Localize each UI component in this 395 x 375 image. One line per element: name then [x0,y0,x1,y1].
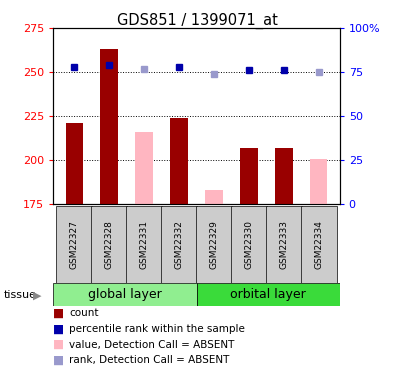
Text: percentile rank within the sample: percentile rank within the sample [69,324,245,334]
Text: GDS851 / 1399071_at: GDS851 / 1399071_at [117,13,278,29]
Text: GSM22327: GSM22327 [70,220,79,269]
Bar [53,283,197,306]
Text: ■: ■ [53,322,64,335]
Text: GSM22332: GSM22332 [175,220,184,269]
Text: orbital layer: orbital layer [230,288,306,301]
Text: global layer: global layer [88,288,162,301]
Bar [135,132,153,204]
Text: rank, Detection Call = ABSENT: rank, Detection Call = ABSENT [69,356,229,365]
Text: GSM22331: GSM22331 [139,220,149,269]
Bar [275,148,293,204]
Bar [66,123,83,204]
Bar [126,206,162,283]
Text: GSM22334: GSM22334 [314,220,323,269]
Bar [310,159,327,204]
Bar [91,206,127,283]
Text: GSM22328: GSM22328 [105,220,114,269]
Bar [301,206,337,283]
Bar [170,118,188,204]
Text: GSM22333: GSM22333 [279,220,288,269]
Bar [100,49,118,204]
Bar [240,148,258,204]
Bar [197,283,340,306]
Text: count: count [69,308,99,318]
Text: ▶: ▶ [33,291,41,300]
Bar [161,206,197,283]
Text: GSM22329: GSM22329 [209,220,218,269]
Text: ■: ■ [53,307,64,320]
Text: value, Detection Call = ABSENT: value, Detection Call = ABSENT [69,340,235,350]
Text: tissue: tissue [4,290,37,300]
Bar [266,206,302,283]
Text: GSM22330: GSM22330 [245,220,254,269]
Bar [205,190,223,204]
Bar [231,206,267,283]
Bar [196,206,232,283]
Text: ■: ■ [53,354,64,367]
Bar [56,206,92,283]
Text: ■: ■ [53,338,64,351]
